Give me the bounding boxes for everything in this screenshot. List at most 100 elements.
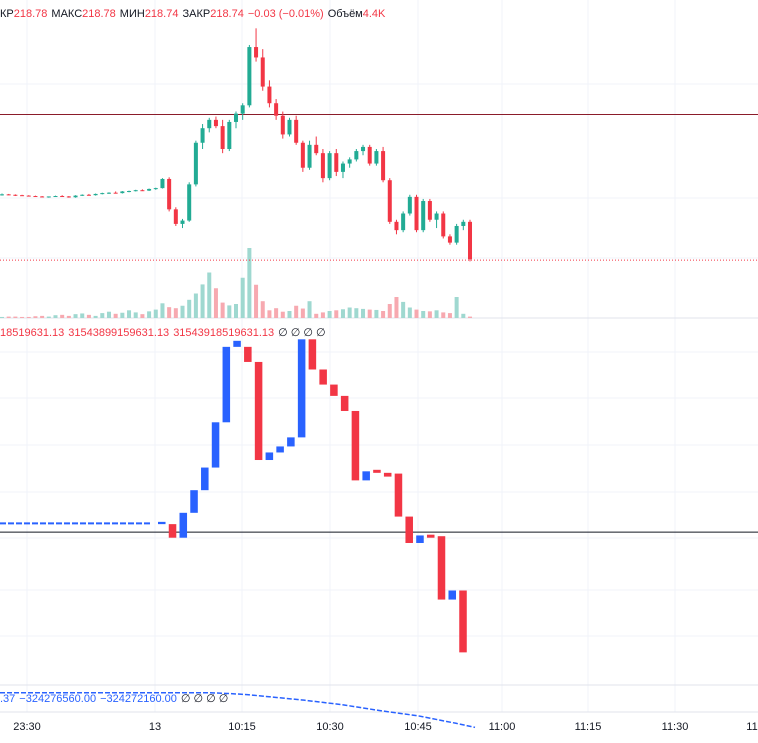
candle-body [53,196,58,198]
candle-body [0,194,5,196]
volume-bar [120,312,125,318]
volume-bar [127,310,132,318]
candle-body [133,190,138,192]
candle-body [401,213,406,231]
volume-bar [434,310,439,318]
volume-bar [414,309,419,318]
volume-bar [133,312,138,318]
indicator-value-2: −324276560.00 [19,693,97,705]
renko-brick [340,395,349,411]
volume-bar [66,315,71,318]
candle-body [60,196,65,198]
volume-bar [93,315,98,318]
candle-body [267,86,272,104]
main-legend: КР218.78 МАКС218.78 МИН218.74 ЗАКР218.74 −0.… [0,8,385,20]
renko-brick [330,384,338,396]
candle-body [113,192,118,194]
volume-bar [60,314,65,318]
renko-brick [351,410,360,481]
volume-bar [0,316,5,318]
candle-body [434,213,439,220]
candle-body [287,119,292,135]
indicator-value-4: ∅ ∅ ∅ ∅ [180,693,229,705]
renko-brick [276,446,284,453]
candle-body [327,153,332,179]
indicator-legend: .37 −324276560.00 −324272160.00 ∅ ∅ ∅ ∅ [0,692,228,705]
volume-bar [86,314,91,318]
renko-brick [426,534,435,538]
volume-bar [40,315,45,318]
volume-bar [454,297,459,318]
renko-brick [459,590,467,653]
candle-body [407,196,412,214]
volume-bar [20,316,25,318]
volume-bar [240,277,245,318]
volume-bar [320,312,325,318]
candle-body [421,201,426,231]
candle-body [240,105,245,114]
candle-body [414,196,419,231]
candle-body [441,213,446,237]
volume-bar [461,313,466,318]
renko-value-3: 31543918519631.13 [173,327,275,339]
volume-label: Объём [327,8,363,20]
volume-bar [314,313,319,318]
candle-body [106,192,111,194]
renko-brick [319,369,327,385]
candle-body [20,195,25,197]
candle-body [294,119,299,143]
candle-body [280,115,285,135]
candle-body [314,144,319,154]
volume-bar [247,248,252,318]
renko-brick [297,339,306,438]
volume-bar [153,309,158,318]
candle-body [140,190,145,192]
candle-body [354,151,359,160]
candle-body [80,194,85,196]
candle-body [394,221,399,231]
time-axis-label: 11:00 [489,721,516,733]
candle-body [93,193,98,196]
renko-brick [394,473,403,517]
volume-bar [354,308,359,318]
volume-bar [300,308,305,318]
candle-body [447,236,452,243]
renko-brick [362,471,370,481]
volume-bar [180,305,185,318]
volume-bar [280,311,285,318]
volume-bar [260,301,265,318]
candle-body [367,146,372,164]
candle-body [340,163,345,172]
volume-bar [233,304,239,318]
candle-body [374,151,379,164]
low-value: 218.74 [144,8,179,20]
candle-body [307,144,312,168]
candle-body [26,195,31,197]
candle-body [153,188,158,190]
candle-body [467,221,473,260]
volume-bar [381,311,386,318]
low-label: МИН [119,8,145,20]
volume-bar [340,309,345,318]
volume-bar [200,284,205,318]
candle-body [207,119,212,129]
volume-bar [220,302,225,318]
change-value: −0.03 (−0.01%) [247,8,324,20]
candle-body [220,126,225,149]
volume-bar [100,313,105,318]
time-axis-label: 13 [149,721,161,733]
volume-bar [307,301,312,318]
candle-body [200,128,205,143]
candle-body [320,153,325,179]
volume-bar [447,313,452,318]
volume-bar [294,305,299,318]
volume-bar [441,312,446,318]
volume-bar [46,316,51,318]
candle-body [167,178,172,210]
candle-body [461,221,466,226]
renko-brick [179,512,188,538]
time-axis-label: 23:30 [13,721,41,733]
renko-brick [448,590,457,600]
close-label: ЗАКР [182,8,211,20]
